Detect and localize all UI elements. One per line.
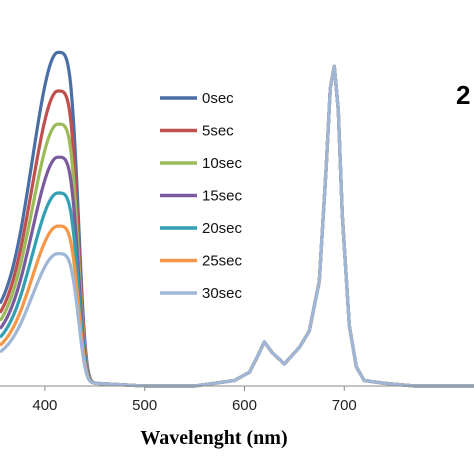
plot-lines <box>0 50 474 388</box>
x-axis-ticks: 400 500 600 700 <box>32 386 357 414</box>
x-tick-label: 600 <box>232 397 257 414</box>
legend-label: 0sec <box>202 90 234 107</box>
x-tick-label: 500 <box>132 397 157 414</box>
legend-label: 20sec <box>202 220 243 237</box>
legend-label: 25sec <box>202 253 243 270</box>
panel-label: 2 <box>456 80 470 110</box>
legend: 0sec 5sec 10sec 15sec 20sec 25sec 30sec <box>160 90 243 302</box>
x-axis-title: Wavelenght (nm) <box>140 427 287 449</box>
x-tick-label: 700 <box>332 397 357 414</box>
x-tick-label: 400 <box>32 397 57 414</box>
legend-label: 5sec <box>202 123 234 140</box>
series-line-30sec <box>0 64 474 388</box>
legend-label: 30sec <box>202 285 243 302</box>
legend-label: 10sec <box>202 155 243 172</box>
legend-label: 15sec <box>202 188 243 205</box>
